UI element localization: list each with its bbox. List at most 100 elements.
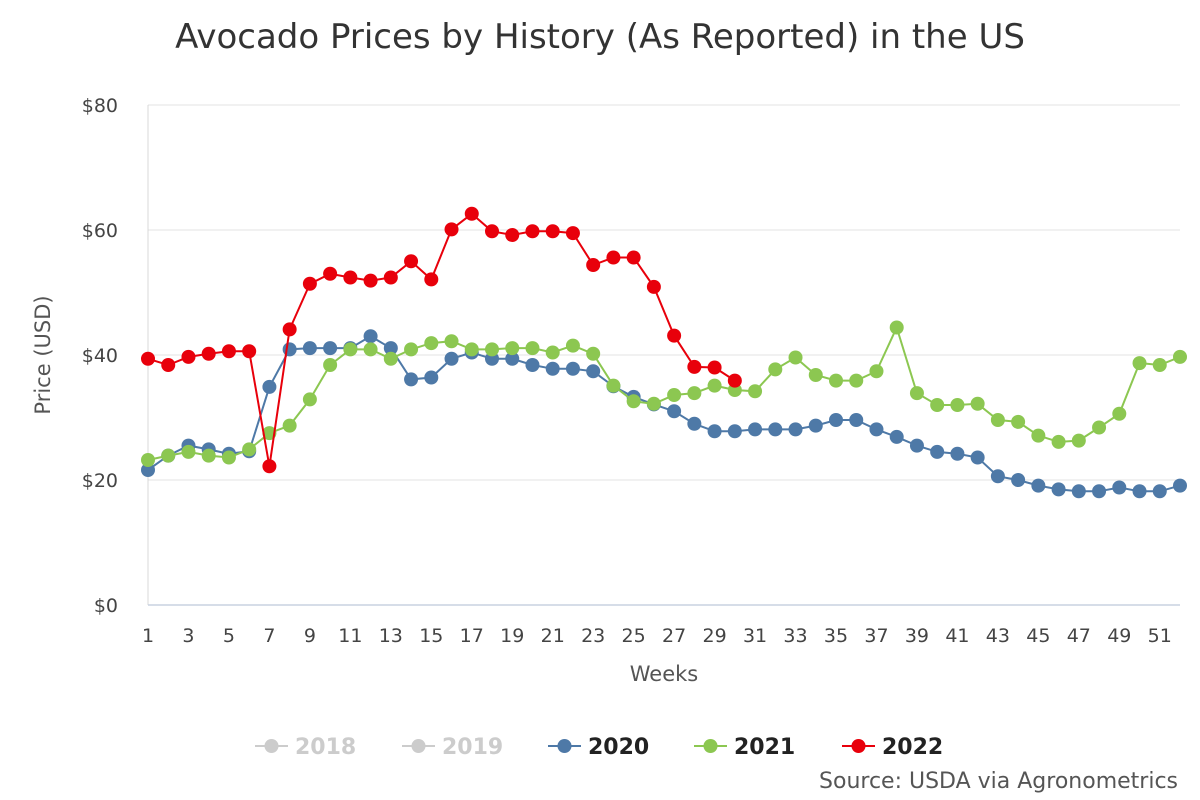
data-point-2021[interactable]	[646, 396, 661, 411]
data-point-2021[interactable]	[909, 386, 924, 401]
data-point-2021[interactable]	[606, 378, 621, 393]
data-point-2020[interactable]	[525, 358, 540, 372]
data-point-2021[interactable]	[829, 373, 843, 388]
data-point-2022[interactable]	[545, 224, 560, 239]
data-point-2021[interactable]	[950, 398, 965, 412]
data-point-2021[interactable]	[1011, 414, 1026, 429]
data-point-2021[interactable]	[1092, 420, 1107, 435]
data-point-2021[interactable]	[1071, 433, 1086, 448]
data-point-2022[interactable]	[201, 346, 216, 361]
data-point-2022[interactable]	[302, 276, 317, 291]
data-point-2021[interactable]	[545, 345, 560, 360]
data-point-2020[interactable]	[829, 413, 843, 427]
data-point-2020[interactable]	[141, 463, 155, 477]
legend-item-2021[interactable]: 2021	[694, 735, 795, 760]
data-point-2022[interactable]	[606, 250, 621, 265]
data-point-2020[interactable]	[1173, 478, 1187, 493]
data-point-2022[interactable]	[646, 279, 661, 294]
data-point-2021[interactable]	[282, 418, 297, 433]
data-point-2020[interactable]	[808, 418, 823, 433]
data-point-2020[interactable]	[748, 422, 763, 437]
data-point-2020[interactable]	[687, 416, 702, 431]
data-point-2021[interactable]	[525, 341, 540, 356]
legend-item-2019[interactable]: 2019	[402, 735, 503, 760]
data-point-2020[interactable]	[404, 372, 419, 387]
data-point-2020[interactable]	[869, 422, 884, 437]
data-point-2021[interactable]	[667, 388, 682, 402]
data-point-2021[interactable]	[990, 413, 1005, 427]
data-point-2021[interactable]	[404, 342, 419, 357]
data-point-2022[interactable]	[141, 351, 155, 366]
data-point-2021[interactable]	[970, 396, 985, 411]
data-point-2021[interactable]	[161, 448, 176, 463]
data-point-2022[interactable]	[727, 373, 742, 388]
data-point-2020[interactable]	[1092, 484, 1107, 499]
data-point-2021[interactable]	[1132, 356, 1147, 371]
data-point-2021[interactable]	[1112, 406, 1127, 421]
data-point-2021[interactable]	[201, 448, 216, 463]
data-point-2020[interactable]	[262, 379, 277, 394]
data-point-2021[interactable]	[323, 358, 338, 372]
data-point-2021[interactable]	[687, 386, 702, 401]
data-point-2022[interactable]	[262, 459, 277, 474]
data-point-2020[interactable]	[424, 370, 439, 385]
data-point-2022[interactable]	[404, 254, 419, 269]
data-point-2021[interactable]	[485, 342, 499, 357]
data-point-2021[interactable]	[586, 346, 601, 361]
data-point-2022[interactable]	[444, 222, 459, 237]
data-point-2022[interactable]	[161, 358, 176, 372]
data-point-2022[interactable]	[343, 270, 358, 285]
data-point-2020[interactable]	[302, 341, 317, 356]
data-point-2020[interactable]	[727, 424, 742, 439]
data-point-2021[interactable]	[1031, 428, 1046, 443]
data-point-2022[interactable]	[424, 272, 439, 287]
data-point-2020[interactable]	[849, 413, 864, 427]
data-point-2020[interactable]	[505, 351, 520, 366]
data-point-2022[interactable]	[565, 226, 580, 241]
data-point-2021[interactable]	[444, 334, 459, 349]
data-point-2021[interactable]	[242, 442, 257, 457]
data-point-2020[interactable]	[1112, 480, 1127, 495]
legend-item-2018[interactable]: 2018	[255, 735, 356, 760]
data-point-2022[interactable]	[221, 344, 236, 359]
data-point-2020[interactable]	[768, 422, 783, 437]
data-point-2021[interactable]	[930, 398, 945, 412]
data-point-2020[interactable]	[1071, 484, 1086, 499]
data-point-2022[interactable]	[464, 206, 479, 221]
data-point-2020[interactable]	[950, 446, 965, 461]
data-point-2020[interactable]	[707, 424, 722, 439]
data-point-2021[interactable]	[221, 450, 236, 465]
data-point-2021[interactable]	[1051, 434, 1066, 449]
data-point-2020[interactable]	[383, 341, 398, 356]
data-point-2020[interactable]	[788, 422, 803, 437]
data-point-2021[interactable]	[707, 378, 722, 393]
data-point-2021[interactable]	[343, 342, 358, 357]
data-point-2020[interactable]	[1031, 478, 1046, 493]
data-point-2021[interactable]	[565, 338, 580, 353]
data-point-2022[interactable]	[626, 250, 641, 265]
data-point-2021[interactable]	[141, 453, 155, 467]
data-point-2020[interactable]	[990, 469, 1005, 484]
legend[interactable]: 2018 2019 2020 2021 2022	[255, 735, 943, 760]
data-point-2021[interactable]	[869, 364, 884, 379]
data-point-2020[interactable]	[1051, 482, 1066, 497]
data-point-2020[interactable]	[323, 341, 338, 356]
data-point-2022[interactable]	[525, 224, 540, 239]
data-point-2021[interactable]	[1152, 358, 1167, 372]
data-point-2020[interactable]	[565, 361, 580, 376]
data-point-2021[interactable]	[1173, 349, 1187, 364]
data-point-2022[interactable]	[687, 359, 702, 374]
data-point-2020[interactable]	[586, 364, 601, 379]
data-point-2021[interactable]	[505, 341, 520, 356]
data-point-2020[interactable]	[1132, 484, 1147, 499]
data-point-2022[interactable]	[485, 224, 499, 239]
data-point-2020[interactable]	[889, 429, 904, 444]
data-point-2022[interactable]	[242, 344, 257, 359]
data-point-2022[interactable]	[282, 322, 297, 337]
data-point-2021[interactable]	[181, 444, 196, 459]
data-point-2022[interactable]	[667, 328, 682, 343]
data-point-2021[interactable]	[424, 336, 439, 351]
data-point-2021[interactable]	[363, 342, 378, 357]
data-point-2020[interactable]	[970, 450, 985, 465]
data-point-2020[interactable]	[363, 329, 378, 344]
